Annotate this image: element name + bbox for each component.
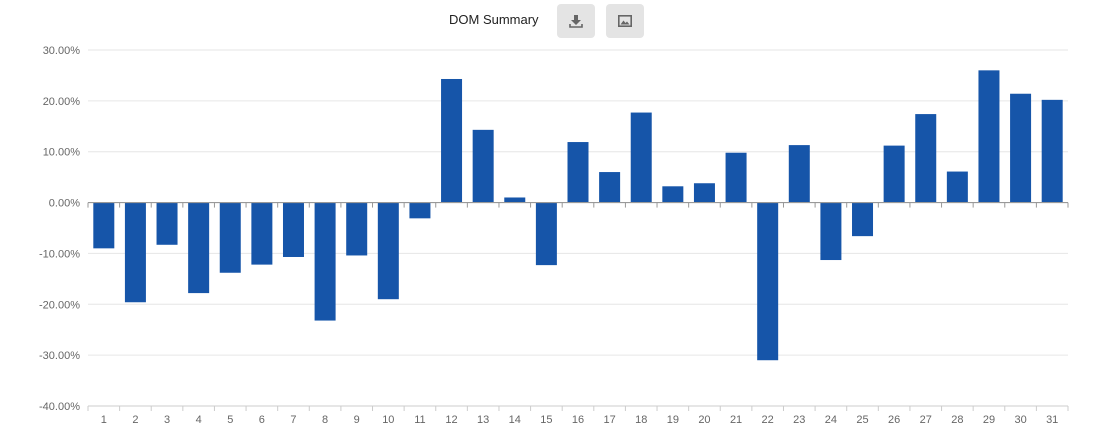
x-tick-label: 17: [603, 414, 615, 426]
x-tick-label: 23: [793, 414, 805, 426]
bar: [1041, 99, 1063, 203]
x-tick-label: 1: [101, 414, 107, 426]
bar: [188, 202, 210, 294]
export-image-button[interactable]: [606, 4, 644, 38]
x-tick-label: 10: [382, 414, 394, 426]
x-tick-label: 16: [572, 414, 584, 426]
bar: [314, 202, 336, 321]
x-tick-label: 19: [667, 414, 679, 426]
x-tick-label: 8: [322, 414, 328, 426]
bar: [219, 202, 241, 273]
chart-title: DOM Summary: [449, 12, 539, 27]
x-tick-label: 11: [414, 414, 425, 426]
y-tick-label: -20.00%: [39, 299, 80, 311]
bar: [472, 129, 494, 203]
bar: [883, 145, 905, 203]
x-tick-label: 20: [698, 414, 710, 426]
x-tick-label: 30: [1014, 414, 1026, 426]
bar: [504, 197, 526, 203]
x-tick-label: 28: [951, 414, 963, 426]
x-tick-label: 22: [762, 414, 774, 426]
x-tick-label: 27: [920, 414, 932, 426]
x-tick-label: 31: [1046, 414, 1058, 426]
x-tick-label: 26: [888, 414, 900, 426]
chart-header: DOM Summary: [0, 2, 1099, 38]
x-tick-label: 24: [825, 414, 837, 426]
bar: [662, 186, 684, 203]
x-tick-label: 14: [509, 414, 521, 426]
bar: [377, 202, 399, 300]
x-tick-label: 29: [983, 414, 995, 426]
download-icon: [569, 15, 583, 28]
bar: [788, 145, 810, 203]
bar: [820, 202, 842, 261]
bar: [251, 202, 273, 265]
x-tick-label: 7: [290, 414, 296, 426]
x-tick-label: 18: [635, 414, 647, 426]
y-tick-label: 20.00%: [43, 96, 81, 108]
y-tick-label: -40.00%: [39, 401, 80, 413]
x-tick-label: 9: [354, 414, 360, 426]
x-tick-label: 2: [132, 414, 138, 426]
bar: [124, 202, 146, 303]
image-icon: [618, 15, 632, 27]
bar: [978, 70, 1000, 203]
y-tick-label: 0.00%: [49, 198, 80, 210]
x-tick-label: 6: [259, 414, 265, 426]
x-tick-label: 5: [227, 414, 233, 426]
bar: [757, 202, 779, 361]
y-tick-label: -30.00%: [39, 350, 80, 362]
x-tick-label: 21: [730, 414, 742, 426]
x-tick-label: 12: [445, 414, 457, 426]
bar: [282, 202, 304, 257]
bar: [946, 171, 968, 203]
x-tick-label: 25: [856, 414, 868, 426]
bar: [409, 202, 431, 219]
bar: [725, 152, 747, 203]
bar: [915, 114, 937, 203]
x-tick-label: 15: [540, 414, 552, 426]
x-tick-label: 13: [477, 414, 489, 426]
bar: [441, 78, 463, 203]
bar: [599, 172, 621, 203]
bar: [93, 202, 115, 249]
bar: [346, 202, 368, 256]
y-tick-label: 10.00%: [43, 147, 81, 159]
bar: [693, 183, 715, 203]
bar: [1010, 93, 1032, 203]
bar: [156, 202, 178, 245]
y-tick-label: -10.00%: [39, 248, 80, 260]
bar: [852, 202, 874, 237]
x-tick-label: 3: [164, 414, 170, 426]
bar: [535, 202, 557, 266]
bar: [630, 112, 652, 203]
download-button[interactable]: [557, 4, 595, 38]
bar: [567, 142, 589, 203]
x-tick-label: 4: [196, 414, 202, 426]
y-tick-label: 30.00%: [43, 45, 81, 57]
